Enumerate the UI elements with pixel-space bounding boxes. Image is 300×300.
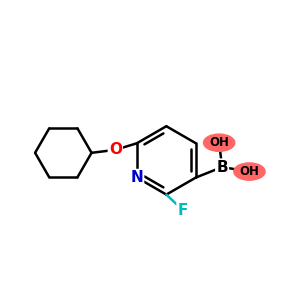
Text: F: F bbox=[178, 202, 188, 217]
Text: OH: OH bbox=[209, 136, 229, 149]
Ellipse shape bbox=[203, 134, 235, 151]
Text: N: N bbox=[130, 170, 143, 185]
Text: B: B bbox=[216, 160, 228, 175]
Text: O: O bbox=[109, 142, 122, 158]
Ellipse shape bbox=[234, 163, 265, 180]
Text: OH: OH bbox=[239, 165, 260, 178]
